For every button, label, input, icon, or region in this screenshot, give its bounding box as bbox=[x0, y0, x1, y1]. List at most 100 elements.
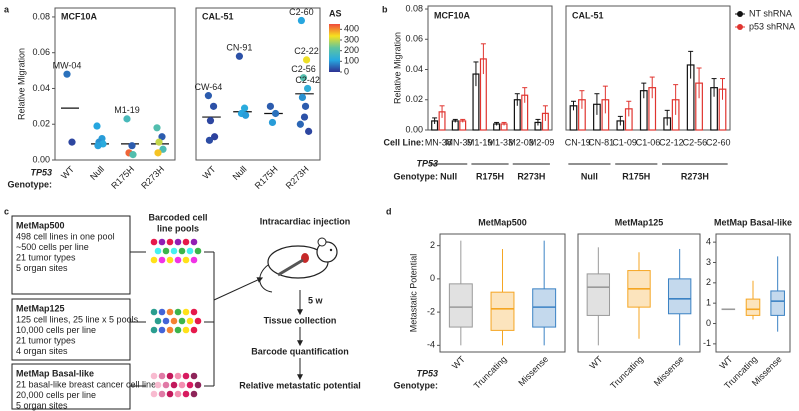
pool-title: MetMap500 bbox=[16, 220, 65, 230]
cell-dot bbox=[190, 238, 198, 246]
x-tick-label: M2-03 bbox=[508, 137, 534, 147]
x-tick-label: C1-09 bbox=[612, 137, 637, 147]
mouse-tail bbox=[259, 264, 273, 293]
point bbox=[68, 138, 76, 146]
x-tick-label: M1-33 bbox=[488, 137, 514, 147]
x-tick-label: CN-19 bbox=[565, 137, 591, 147]
colorbar-tick-label: 200 bbox=[344, 45, 359, 55]
legend-label: NT shRNA bbox=[749, 8, 792, 18]
cell-dot bbox=[166, 256, 174, 264]
y-tick-label: 0.02 bbox=[32, 119, 50, 129]
legend-marker bbox=[737, 24, 743, 30]
x-tick-label: C2-56 bbox=[683, 137, 708, 147]
x-tick-label: MN-39 bbox=[445, 137, 472, 147]
cell-dot bbox=[190, 390, 198, 398]
point bbox=[205, 136, 214, 144]
point bbox=[209, 102, 218, 110]
pool-detail: ~500 cells per line bbox=[16, 242, 89, 252]
cell-dot bbox=[174, 238, 182, 246]
x-tick-label: C2-60 bbox=[706, 137, 731, 147]
genotype: R175H bbox=[622, 171, 650, 181]
x-tick-label: R175H bbox=[109, 164, 136, 191]
cell-dot bbox=[158, 372, 166, 380]
cell-dot bbox=[182, 326, 190, 334]
cell-dot bbox=[174, 256, 182, 264]
step: Intracardiac injection bbox=[260, 216, 351, 226]
cell-dot bbox=[162, 381, 170, 389]
point-label: C2-22 bbox=[294, 46, 319, 56]
point bbox=[304, 84, 312, 93]
cell-dot bbox=[166, 372, 174, 380]
cell-dot bbox=[166, 390, 174, 398]
y-axis-label: Metastatic Potential bbox=[408, 254, 418, 333]
cell-dot bbox=[178, 317, 186, 325]
cell-dot bbox=[186, 317, 194, 325]
point bbox=[268, 118, 277, 127]
plot-title: CAL-51 bbox=[572, 10, 604, 20]
cell-dot bbox=[158, 326, 166, 334]
colorbar-tick-label: 400 bbox=[344, 24, 359, 34]
y-tick-label: 0 bbox=[430, 273, 435, 283]
point bbox=[159, 145, 167, 153]
x-tick-label: M1-19 bbox=[467, 137, 493, 147]
box bbox=[667, 278, 692, 315]
y-tick-label: 0.08 bbox=[32, 11, 50, 21]
cell-dot bbox=[170, 317, 178, 325]
cell-dot bbox=[150, 308, 158, 316]
x-tick-label: Truncating bbox=[608, 354, 645, 391]
genotype-label: Genotype: bbox=[393, 171, 438, 181]
point-label: M1-19 bbox=[114, 105, 140, 115]
x-tick-label: R273H bbox=[284, 164, 311, 191]
legend-label: p53 shRNA bbox=[749, 21, 795, 31]
plot-title: MetMap125 bbox=[615, 217, 664, 227]
point bbox=[155, 138, 163, 146]
point bbox=[242, 111, 250, 119]
cell-dot bbox=[174, 390, 182, 398]
point bbox=[266, 102, 274, 110]
box bbox=[770, 290, 785, 316]
x-tick-label: Missense bbox=[652, 354, 686, 388]
legend-marker bbox=[737, 11, 743, 17]
cell-dot bbox=[150, 372, 158, 380]
plot-frame bbox=[439, 233, 566, 353]
pool-header: Barcoded cell bbox=[148, 212, 207, 222]
panel-label: d bbox=[386, 206, 392, 216]
cell-dot bbox=[182, 238, 190, 246]
plot-title: CAL-51 bbox=[202, 11, 234, 21]
plot-title: MetMap500 bbox=[478, 217, 527, 227]
pool-detail: 21 basal-like breast cancer cell lines bbox=[16, 379, 161, 389]
pool-box bbox=[11, 215, 131, 295]
y-tick-label: 0.04 bbox=[405, 64, 423, 74]
y-tick-label: 2 bbox=[430, 240, 435, 250]
step: Relative metastatic potential bbox=[239, 380, 361, 390]
y-tick-label: -1 bbox=[703, 338, 711, 348]
plot-frame bbox=[54, 7, 176, 161]
genotype: R273H bbox=[681, 171, 709, 181]
pool-box bbox=[11, 298, 131, 361]
cell-dot bbox=[158, 238, 166, 246]
point bbox=[93, 122, 101, 130]
point bbox=[297, 16, 305, 25]
x-tick-label: WT bbox=[201, 164, 218, 181]
plot-frame bbox=[565, 5, 731, 131]
colorbar-title: AS bbox=[329, 8, 342, 18]
cell-dot bbox=[190, 256, 198, 264]
mouse-head bbox=[316, 241, 338, 263]
cell-dot bbox=[170, 381, 178, 389]
cell-dot bbox=[166, 238, 174, 246]
cell-dot bbox=[190, 372, 198, 380]
cell-line-label: Cell Line: bbox=[383, 137, 424, 147]
y-tick-label: 1 bbox=[706, 298, 711, 308]
cell-dot bbox=[178, 381, 186, 389]
cell-dot bbox=[174, 372, 182, 380]
cell-dot bbox=[182, 308, 190, 316]
box bbox=[745, 298, 761, 316]
point bbox=[158, 133, 166, 141]
genotype: R175H bbox=[476, 171, 504, 181]
pool-title: MetMap Basal-like bbox=[16, 368, 94, 378]
point bbox=[296, 120, 304, 128]
x-tick-label: Truncating bbox=[472, 354, 509, 391]
x-tick-label: R273H bbox=[139, 164, 166, 191]
point bbox=[206, 117, 215, 125]
point-label: C2-56 bbox=[291, 64, 316, 74]
